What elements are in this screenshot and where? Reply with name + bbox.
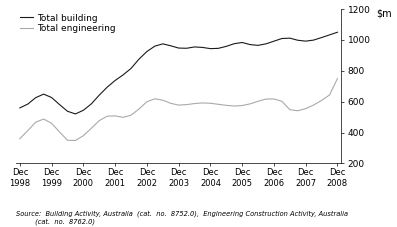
Total building	[57, 103, 62, 106]
Total building	[81, 109, 86, 112]
Total engineering	[168, 102, 173, 105]
Total building	[256, 44, 260, 47]
Total building	[160, 42, 165, 45]
Total engineering	[176, 104, 181, 106]
Total engineering	[160, 99, 165, 101]
Total engineering	[49, 122, 54, 125]
Total engineering	[184, 103, 189, 106]
Total engineering	[89, 127, 94, 130]
Total building	[41, 93, 46, 96]
Total building	[121, 74, 125, 76]
Total engineering	[216, 103, 221, 106]
Total engineering	[208, 102, 213, 105]
Total building	[327, 34, 332, 36]
Total engineering	[152, 97, 157, 100]
Total engineering	[272, 98, 276, 100]
Total engineering	[65, 139, 70, 142]
Total engineering	[137, 108, 141, 110]
Total building	[176, 47, 181, 49]
Total building	[137, 58, 141, 61]
Total building	[200, 46, 205, 49]
Total building	[152, 45, 157, 47]
Total engineering	[303, 107, 308, 110]
Y-axis label: $m: $m	[376, 9, 391, 19]
Total building	[216, 47, 221, 50]
Line: Total building: Total building	[20, 32, 337, 114]
Total building	[145, 50, 149, 53]
Line: Total engineering: Total engineering	[20, 79, 337, 141]
Total engineering	[248, 103, 252, 105]
Total engineering	[319, 99, 324, 102]
Total engineering	[335, 77, 340, 80]
Total engineering	[105, 115, 110, 118]
Total building	[264, 42, 268, 45]
Total engineering	[25, 129, 30, 132]
Total engineering	[121, 116, 125, 119]
Total engineering	[145, 100, 149, 103]
Total building	[335, 31, 340, 34]
Total building	[287, 37, 292, 39]
Total engineering	[41, 118, 46, 120]
Total engineering	[327, 94, 332, 96]
Total building	[184, 47, 189, 50]
Total engineering	[224, 104, 229, 107]
Total engineering	[264, 98, 268, 100]
Total engineering	[81, 134, 86, 137]
Total building	[97, 94, 102, 96]
Total building	[192, 46, 197, 48]
Total engineering	[287, 108, 292, 111]
Total engineering	[192, 102, 197, 105]
Total building	[73, 113, 78, 115]
Total building	[168, 44, 173, 47]
Total building	[272, 40, 276, 42]
Total building	[208, 47, 213, 50]
Total engineering	[200, 101, 205, 104]
Total building	[129, 67, 133, 70]
Total engineering	[17, 137, 22, 140]
Total building	[33, 96, 38, 99]
Total engineering	[73, 139, 78, 142]
Total building	[17, 106, 22, 109]
Total engineering	[256, 100, 260, 103]
Total engineering	[113, 115, 118, 117]
Text: Source:  Building Activity, Australia  (cat.  no.  8752.0),  Engineering Constru: Source: Building Activity, Australia (ca…	[16, 210, 348, 225]
Total building	[232, 42, 237, 45]
Total engineering	[129, 114, 133, 116]
Total engineering	[97, 119, 102, 122]
Total engineering	[295, 109, 300, 112]
Total building	[49, 96, 54, 99]
Total building	[303, 40, 308, 42]
Total engineering	[232, 105, 237, 107]
Total building	[319, 36, 324, 39]
Total building	[105, 86, 110, 89]
Total building	[240, 41, 245, 44]
Total building	[311, 39, 316, 42]
Total engineering	[33, 121, 38, 123]
Total building	[279, 37, 284, 40]
Total building	[89, 103, 94, 105]
Total building	[25, 103, 30, 106]
Total engineering	[240, 104, 245, 107]
Legend: Total building, Total engineering: Total building, Total engineering	[20, 14, 115, 33]
Total building	[248, 43, 252, 46]
Total engineering	[311, 104, 316, 106]
Total building	[113, 79, 118, 82]
Total building	[224, 45, 229, 48]
Total building	[65, 110, 70, 113]
Total building	[295, 39, 300, 42]
Total engineering	[279, 100, 284, 103]
Total engineering	[57, 131, 62, 133]
